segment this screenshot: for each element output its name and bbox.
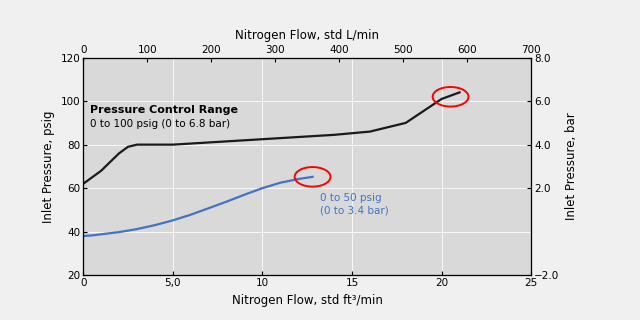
X-axis label: Nitrogen Flow, std ft³/min: Nitrogen Flow, std ft³/min	[232, 293, 383, 307]
Y-axis label: Inlet Pressure, psig: Inlet Pressure, psig	[42, 110, 55, 223]
X-axis label: Nitrogen Flow, std L/min: Nitrogen Flow, std L/min	[236, 29, 379, 42]
Text: (0 to 3.4 bar): (0 to 3.4 bar)	[320, 205, 388, 216]
Text: Pressure Control Range: Pressure Control Range	[90, 106, 238, 116]
Text: 0 to 50 psig: 0 to 50 psig	[320, 193, 381, 203]
Y-axis label: Inlet Pressure, bar: Inlet Pressure, bar	[564, 113, 578, 220]
Text: 0 to 100 psig (0 to 6.8 bar): 0 to 100 psig (0 to 6.8 bar)	[90, 118, 230, 129]
